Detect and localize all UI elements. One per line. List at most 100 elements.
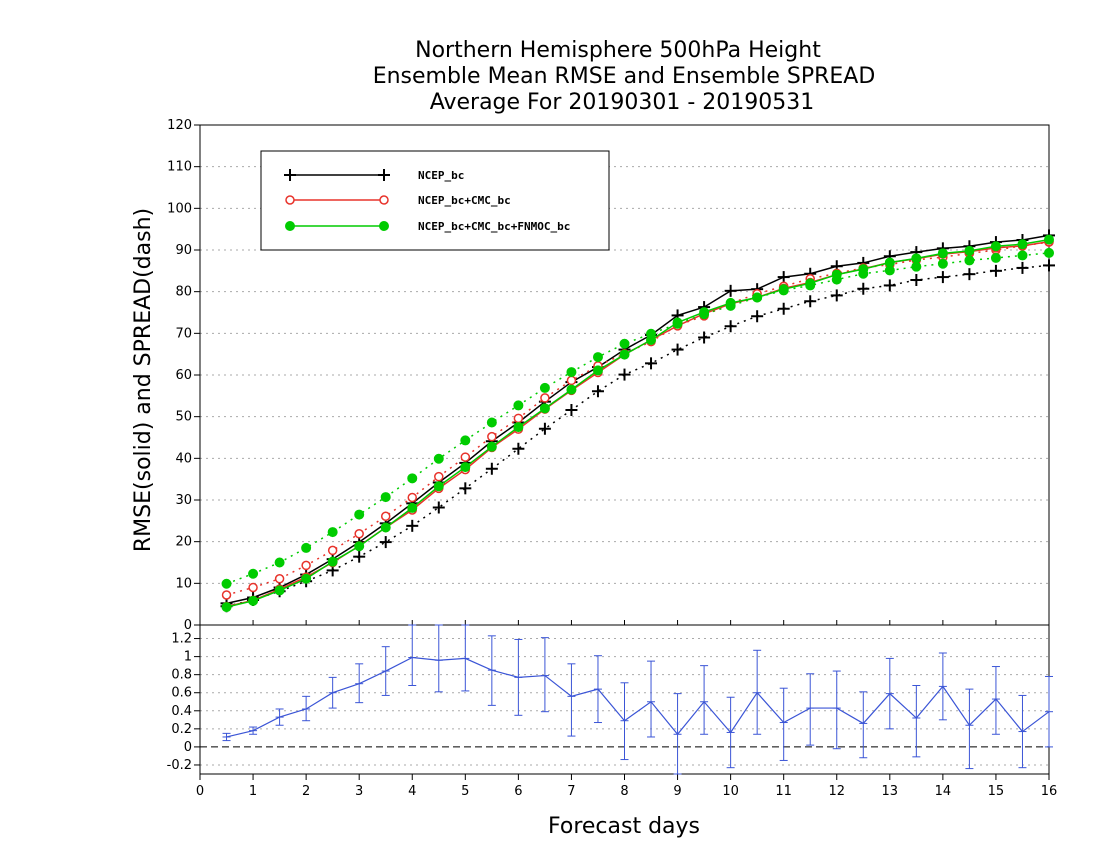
- error-bar: [514, 638, 523, 716]
- rmse-point: [433, 481, 444, 492]
- spread-point: [406, 519, 419, 532]
- error-bar: [540, 637, 549, 713]
- spread-point: [566, 375, 577, 386]
- x-tick-label: 0: [196, 784, 204, 799]
- y-tick-label: 60: [175, 368, 192, 383]
- spread-point: [460, 435, 471, 446]
- y-tick-label: 0.2: [171, 722, 192, 737]
- error-bar: [991, 666, 1000, 735]
- x-tick-label: 11: [775, 784, 792, 799]
- error-bar: [567, 663, 576, 737]
- spread-point: [379, 536, 392, 549]
- y-tick-label: -0.2: [167, 758, 192, 773]
- y-tick-label: 0.8: [171, 668, 192, 683]
- error-bar: [275, 708, 284, 726]
- rmse-point: [937, 248, 948, 259]
- y-tick-label: 110: [167, 160, 192, 175]
- spread-point: [432, 501, 445, 514]
- error-bar: [381, 646, 390, 696]
- error-bar: [726, 696, 735, 769]
- spread-point: [1017, 250, 1028, 261]
- y-tick-label: 120: [167, 118, 192, 133]
- y-tick-label: 90: [175, 243, 192, 258]
- error-bar: [461, 624, 470, 692]
- x-tick-label: 12: [828, 784, 845, 799]
- rmse-point: [805, 278, 816, 289]
- error-bar: [487, 635, 496, 706]
- y-tick-label: 20: [175, 535, 192, 550]
- rmse-point: [539, 403, 550, 414]
- y-tick-label: 30: [175, 493, 192, 508]
- spread-point: [485, 462, 498, 475]
- error-bar: [593, 655, 602, 724]
- x-tick-label: 3: [355, 784, 363, 799]
- x-axis-title: Forecast days: [548, 814, 700, 839]
- spread-line: [226, 252, 1050, 585]
- spread-point: [804, 295, 817, 308]
- x-tick-label: 1: [249, 784, 257, 799]
- difference-line: [226, 656, 1050, 738]
- legend-swatch-marker: [285, 195, 295, 205]
- spread-point: [353, 550, 366, 563]
- spread-point: [540, 393, 550, 403]
- y-tick-label: 0.6: [171, 686, 192, 701]
- legend-label: NCEP_bc: [418, 169, 464, 182]
- error-bar: [222, 732, 231, 742]
- spread-point: [618, 368, 631, 381]
- spread-point: [963, 268, 976, 281]
- error-bar: [647, 660, 656, 738]
- error-bar: [965, 688, 974, 770]
- error-bar: [1018, 694, 1027, 769]
- x-tick-label: 5: [461, 784, 469, 799]
- legend-swatch-marker: [284, 169, 296, 181]
- spread-point: [857, 282, 870, 295]
- error-bar: [328, 676, 337, 709]
- error-bar: [355, 663, 364, 704]
- y-tick-label: 100: [167, 201, 192, 216]
- legend: NCEP_bc NCEP_bc+CMC_bc NCEP_bc+CMC_bc+FNMO…: [260, 150, 610, 251]
- spread-point: [433, 453, 444, 464]
- spread-point: [301, 542, 312, 553]
- spread-point: [539, 382, 550, 393]
- spread-point: [671, 343, 684, 356]
- rmse-point: [831, 269, 842, 280]
- rmse-point: [619, 349, 630, 360]
- x-tick-label: 16: [1041, 784, 1058, 799]
- spread-point: [777, 302, 790, 315]
- spread-line: [226, 264, 1050, 607]
- spread-point: [221, 590, 232, 600]
- spread-point: [645, 357, 658, 370]
- spread-point: [724, 320, 737, 333]
- error-bar: [938, 652, 947, 721]
- spread-point: [751, 310, 764, 323]
- spread-point: [301, 560, 311, 571]
- rmse-point: [460, 462, 471, 473]
- error-bar: [885, 657, 894, 730]
- legend-item: NCEP_bc+CMC_bc+FNMOC_bc: [285, 220, 570, 233]
- rmse-point: [301, 573, 312, 584]
- x-tick-label: 15: [988, 784, 1005, 799]
- error-bar: [620, 682, 629, 761]
- x-tick-label: 7: [567, 784, 575, 799]
- rmse-point: [513, 422, 524, 433]
- bottom-panel-difference: [222, 624, 1053, 775]
- spread-point: [274, 557, 285, 568]
- spread-point: [619, 338, 630, 349]
- rmse-point: [778, 284, 789, 295]
- y-tick-label: 80: [175, 285, 192, 300]
- rmse-point: [1017, 239, 1028, 250]
- x-tick-label: 10: [722, 784, 739, 799]
- error-bar: [1045, 675, 1053, 748]
- spread-point: [407, 473, 418, 484]
- spread-point: [354, 529, 364, 539]
- spread-line: [226, 241, 1050, 596]
- y-tick-label: 40: [175, 451, 192, 466]
- spread-point: [910, 274, 923, 286]
- title-line-3: Average For 20190301 - 20190531: [430, 90, 815, 115]
- spread-point: [883, 279, 896, 292]
- spread-point: [221, 578, 232, 589]
- error-bar: [700, 665, 709, 735]
- spread-point: [565, 404, 578, 416]
- spread-point: [327, 527, 338, 538]
